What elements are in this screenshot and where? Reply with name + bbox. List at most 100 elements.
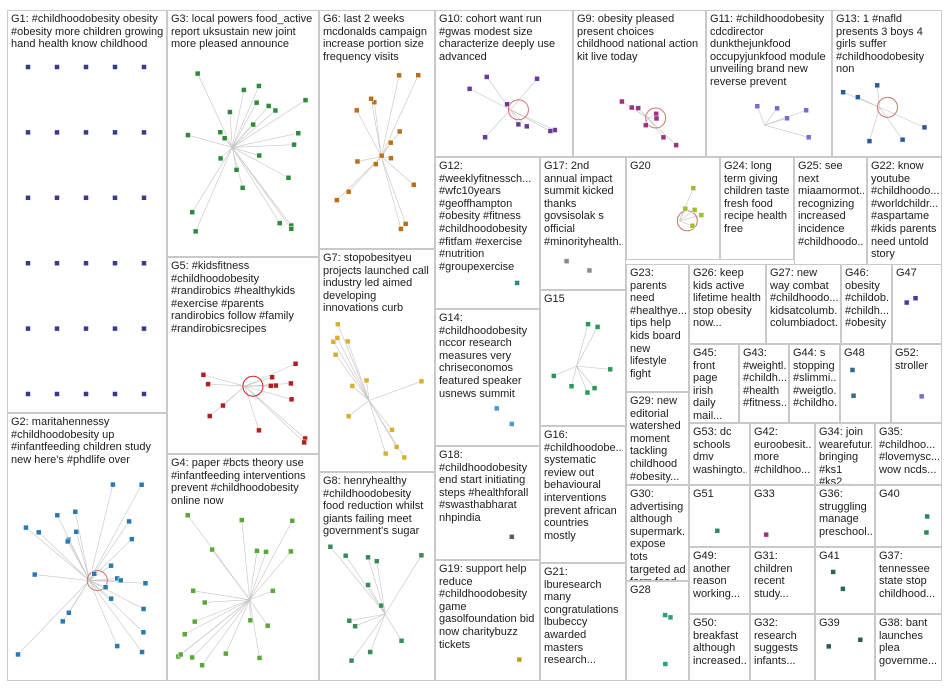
- vertex: [714, 528, 721, 534]
- vertex: [635, 105, 641, 111]
- edge: [380, 75, 419, 157]
- cluster-label: G35: #childhoo... #lovemysc... wow ncds.…: [879, 426, 939, 476]
- cluster-graph: [25, 64, 147, 397]
- edge: [757, 106, 766, 126]
- edge: [249, 551, 267, 600]
- edge: [232, 99, 306, 148]
- vertex: [66, 609, 72, 616]
- edge: [184, 599, 250, 635]
- vertex: [534, 76, 540, 82]
- edge: [249, 590, 273, 601]
- vertex: [418, 378, 425, 385]
- vertex: [346, 617, 353, 624]
- cluster-label: G2: maritahennessy #childhoodobesity up …: [11, 416, 152, 466]
- vertex: [334, 197, 340, 203]
- edge: [75, 511, 90, 581]
- cluster-g34: G34: join wearefutur... bringing #ks1 #k…: [815, 423, 875, 485]
- cluster-g43: G43: #weightl... #childh... #health #fit…: [739, 344, 789, 423]
- cluster-graph: [751, 548, 814, 613]
- vertex: [91, 570, 97, 577]
- vertex: [371, 99, 378, 106]
- edge: [249, 599, 268, 626]
- vertex: [289, 517, 296, 524]
- cluster-g7: G7: stopobesityeu projects launched call…: [319, 249, 435, 472]
- edge: [249, 599, 251, 621]
- cluster-label: G34: join wearefutur... bringing #ks1 #k…: [819, 426, 872, 485]
- vertex: [662, 661, 669, 667]
- edge: [232, 132, 299, 148]
- cluster-graph: [923, 513, 930, 536]
- edge: [335, 354, 370, 401]
- vertex: [855, 94, 861, 100]
- vertex: [217, 129, 224, 135]
- cluster-g53: G53: dc schools dmv washingto...: [689, 423, 750, 485]
- vertex: [667, 614, 674, 621]
- vertex: [850, 392, 857, 399]
- edge: [67, 541, 90, 581]
- cluster-label: G51: [693, 488, 714, 500]
- vertex: [295, 130, 302, 136]
- edge: [368, 400, 386, 454]
- vertex: [102, 584, 109, 590]
- vertex: [141, 195, 147, 201]
- vertex: [177, 651, 184, 658]
- vertex: [653, 115, 660, 122]
- cluster-label: G6: last 2 weeks mcdonalds campaign incr…: [323, 13, 427, 63]
- vertex: [378, 152, 385, 159]
- vertex: [54, 260, 60, 266]
- cluster-label: G19: support help reduce #childhoodobesi…: [439, 563, 535, 651]
- vertex: [269, 374, 275, 380]
- cluster-g19: G19: support help reduce #childhoodobesi…: [435, 560, 540, 681]
- vertex: [509, 421, 515, 427]
- vertex: [112, 64, 118, 70]
- cluster-graph: [876, 548, 941, 613]
- vertex: [774, 105, 780, 112]
- edge: [231, 147, 292, 229]
- edge: [75, 531, 90, 581]
- vertex: [504, 101, 510, 107]
- cluster-graph: [494, 405, 515, 427]
- cluster-graph: [690, 615, 749, 680]
- vertex: [25, 391, 31, 397]
- edge: [368, 400, 393, 431]
- vertex: [23, 524, 29, 531]
- edge: [576, 366, 588, 393]
- cluster-graph: [690, 345, 738, 422]
- vertex: [393, 444, 400, 450]
- vertex: [217, 155, 224, 162]
- vertex: [301, 439, 307, 446]
- vertex: [586, 267, 593, 274]
- edge: [232, 147, 289, 179]
- vertex: [401, 454, 408, 461]
- vertex: [265, 103, 272, 109]
- vertex: [335, 321, 341, 328]
- vertex: [126, 518, 132, 525]
- cluster-label: G22: know youtube #childhoodo... #worldc…: [871, 160, 939, 261]
- edge: [348, 400, 370, 417]
- self-loop: [645, 107, 667, 129]
- edge: [232, 147, 260, 156]
- edge: [244, 385, 306, 439]
- cluster-graph: [175, 512, 296, 668]
- vertex: [547, 128, 554, 134]
- vertex: [247, 617, 254, 624]
- edge: [201, 599, 250, 666]
- vertex: [114, 643, 120, 649]
- vertex: [207, 413, 213, 419]
- vertex: [826, 643, 832, 650]
- vertex: [108, 595, 114, 602]
- edge: [764, 124, 809, 138]
- vertex: [849, 367, 856, 373]
- cluster-label: G32: research suggests infants...: [754, 617, 799, 667]
- vertex: [690, 185, 697, 191]
- edge: [679, 187, 694, 221]
- vertex: [563, 258, 570, 264]
- cluster-g39: G39: [815, 614, 875, 681]
- vertex: [256, 152, 262, 159]
- vertex: [227, 109, 233, 115]
- vertex: [466, 86, 473, 92]
- edge: [180, 599, 250, 655]
- cluster-graph: [790, 345, 839, 422]
- cluster-graph: [714, 528, 721, 534]
- edge: [38, 532, 90, 581]
